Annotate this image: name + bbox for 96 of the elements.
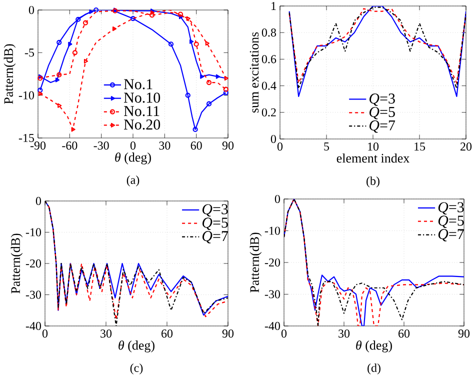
point	[112, 26, 117, 32]
x-axis-title: θ (deg)	[115, 152, 151, 164]
x-tick-label: 0	[130, 142, 136, 150]
point	[178, 12, 184, 17]
y-tick-label: -40	[264, 322, 280, 330]
y-tick-label: 1	[272, 2, 276, 10]
point	[56, 72, 62, 78]
point	[168, 42, 174, 47]
point	[194, 42, 199, 47]
y-tick-label: -5	[24, 48, 34, 57]
point	[200, 74, 204, 79]
x-tick-label: -30	[94, 142, 109, 150]
legend-label: No.11	[124, 106, 160, 116]
y-tick-label: 0	[28, 6, 34, 14]
point	[94, 7, 99, 13]
x-tick-label: 5	[324, 142, 330, 150]
x-tick-label: 20	[460, 142, 472, 151]
point	[71, 127, 76, 132]
legend-label: Q=7	[438, 229, 464, 242]
x-axis-title: element index	[336, 153, 410, 163]
point	[130, 16, 136, 22]
legend-label: Q=7	[202, 231, 228, 244]
point	[185, 92, 190, 98]
point	[84, 58, 88, 64]
x-tick-label: -90	[30, 142, 46, 150]
x-tick-label: 30	[100, 330, 112, 338]
x-tick-label: 0	[42, 330, 48, 338]
x-tick-label: 30	[159, 142, 170, 150]
y-tick-label: -10	[26, 228, 42, 236]
legend-label: No.1	[124, 79, 152, 90]
point	[224, 76, 228, 81]
point	[89, 9, 94, 14]
x-tick-label: 90	[222, 330, 234, 338]
y-tick-label: -15	[18, 134, 34, 142]
text: (a)	[126, 176, 140, 186]
point	[190, 39, 194, 44]
point	[205, 40, 210, 46]
y-tick-label: -30	[26, 290, 42, 299]
point	[72, 50, 78, 56]
legend-label: No.10	[124, 92, 160, 103]
point	[206, 101, 212, 106]
y-axis-title: sum excitations	[250, 32, 259, 113]
y-tick-label: -10	[18, 91, 34, 100]
point	[192, 126, 198, 132]
y-tick-label: 0.6	[262, 55, 276, 64]
point	[68, 42, 72, 46]
y-axis-title: Pattern(dB)	[10, 234, 23, 294]
point	[82, 20, 88, 26]
y-tick-label: 0	[270, 134, 276, 144]
legend-label: Q=5	[370, 106, 395, 120]
x-tick-label: 90	[222, 142, 234, 150]
y-tick-label: -40	[26, 322, 42, 330]
point	[38, 91, 43, 96]
point	[178, 14, 184, 20]
legend-label: Q=3	[438, 202, 464, 215]
point	[149, 12, 155, 18]
x-tick-label: 60	[190, 142, 202, 150]
x-axis-title: θ (deg)	[356, 340, 392, 352]
point	[206, 80, 212, 86]
y-tick-label: 0	[274, 194, 280, 204]
y-tick-label: 0.4	[262, 82, 276, 90]
y-tick-label: -30	[264, 290, 280, 298]
y-tick-label: 0	[36, 196, 42, 206]
point	[216, 74, 220, 79]
y-axis-title: Pattern(dB)	[250, 232, 262, 292]
x-tick-label: 60	[398, 330, 410, 338]
point	[55, 78, 60, 82]
text: (d)	[368, 364, 380, 374]
x-tick-label: 0	[281, 330, 287, 338]
y-tick-label: 0.2	[262, 108, 276, 116]
y-axis-title: Pattern(dB)	[4, 44, 16, 104]
point	[76, 16, 81, 22]
line-series	[284, 198, 464, 326]
legend-label: Q=3	[370, 94, 395, 106]
x-tick-label: 15	[414, 142, 426, 151]
y-tick-label: -20	[26, 259, 42, 268]
y-tick-label: -20	[264, 258, 280, 267]
x-tick-label: 90	[458, 330, 470, 338]
text: (c)	[130, 364, 143, 374]
point	[56, 40, 62, 45]
x-tick-label: 30	[338, 330, 350, 338]
x-tick-label: 60	[162, 330, 173, 338]
point	[58, 103, 62, 108]
text: (b)	[366, 176, 380, 188]
point	[223, 86, 228, 92]
legend-label: Q=5	[438, 216, 464, 228]
x-tick-label: 10	[368, 142, 379, 151]
y-tick-label: 0.8	[262, 28, 276, 37]
legend-label: No.20	[124, 119, 160, 130]
point	[186, 16, 190, 21]
y-tick-label: -10	[264, 226, 280, 235]
legend-label: Q=7	[370, 120, 396, 133]
x-tick-label: -60	[62, 142, 78, 150]
legend-label: Q=3	[202, 204, 228, 217]
x-axis-title: θ (deg)	[118, 340, 154, 352]
legend-label: Q=5	[202, 218, 228, 230]
